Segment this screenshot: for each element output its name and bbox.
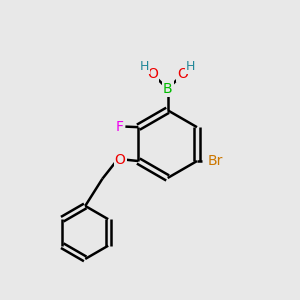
- Text: O: O: [147, 67, 158, 81]
- Text: F: F: [116, 120, 124, 134]
- Text: B: B: [163, 82, 172, 96]
- Text: H: H: [186, 60, 195, 73]
- Text: O: O: [177, 67, 188, 81]
- Text: O: O: [115, 153, 125, 166]
- Text: H: H: [140, 60, 149, 73]
- Text: Br: Br: [208, 154, 223, 168]
